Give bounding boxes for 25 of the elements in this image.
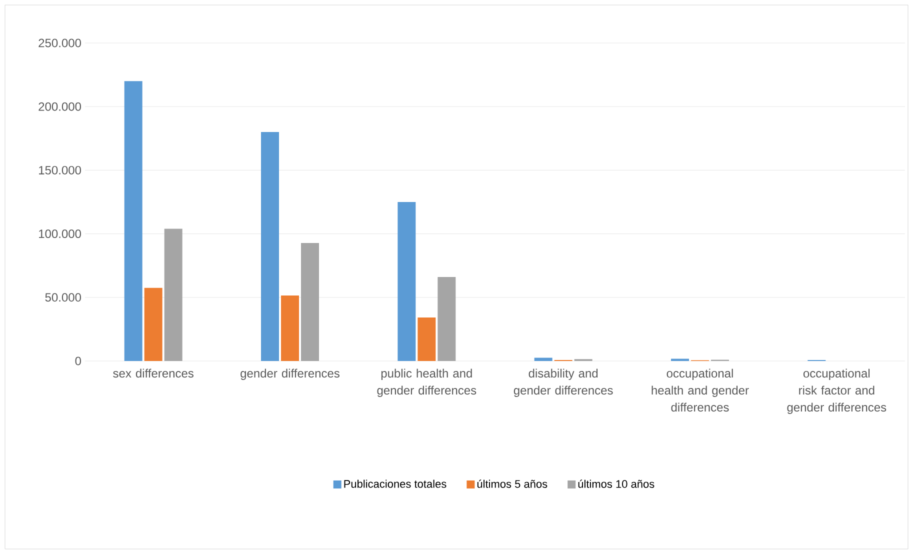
x-tick-label: sex differences bbox=[113, 368, 194, 378]
y-tick-label: 250.000 bbox=[38, 38, 82, 48]
legend-label: últimos 5 años bbox=[477, 480, 548, 488]
y-tick-label: 0 bbox=[75, 356, 82, 366]
x-tick-label: occupational health and gender differences bbox=[652, 368, 749, 412]
bar bbox=[281, 295, 300, 361]
y-tick-label: 200.000 bbox=[38, 102, 82, 111]
bar bbox=[261, 132, 280, 361]
bar bbox=[301, 242, 320, 361]
legend-label: últimos 10 años bbox=[578, 480, 654, 488]
x-tick-label: gender differences bbox=[240, 368, 340, 380]
bar bbox=[164, 228, 182, 361]
legend-label: Publicaciones totales bbox=[344, 480, 446, 488]
y-tick-label: 50.000 bbox=[45, 293, 82, 302]
bar bbox=[438, 277, 456, 361]
bar bbox=[124, 81, 142, 361]
y-tick-label: 100.000 bbox=[39, 230, 82, 238]
bar bbox=[398, 202, 416, 361]
x-tick-label: occupational risk factor and gender differences bbox=[787, 368, 886, 414]
x-tick-label: public health and gender differences bbox=[377, 368, 476, 397]
bar bbox=[534, 358, 552, 361]
bar bbox=[418, 317, 436, 361]
y-tick-label: 150.000 bbox=[39, 166, 82, 174]
x-tick-label: disability and gender differences bbox=[514, 368, 613, 397]
bar bbox=[144, 288, 162, 361]
